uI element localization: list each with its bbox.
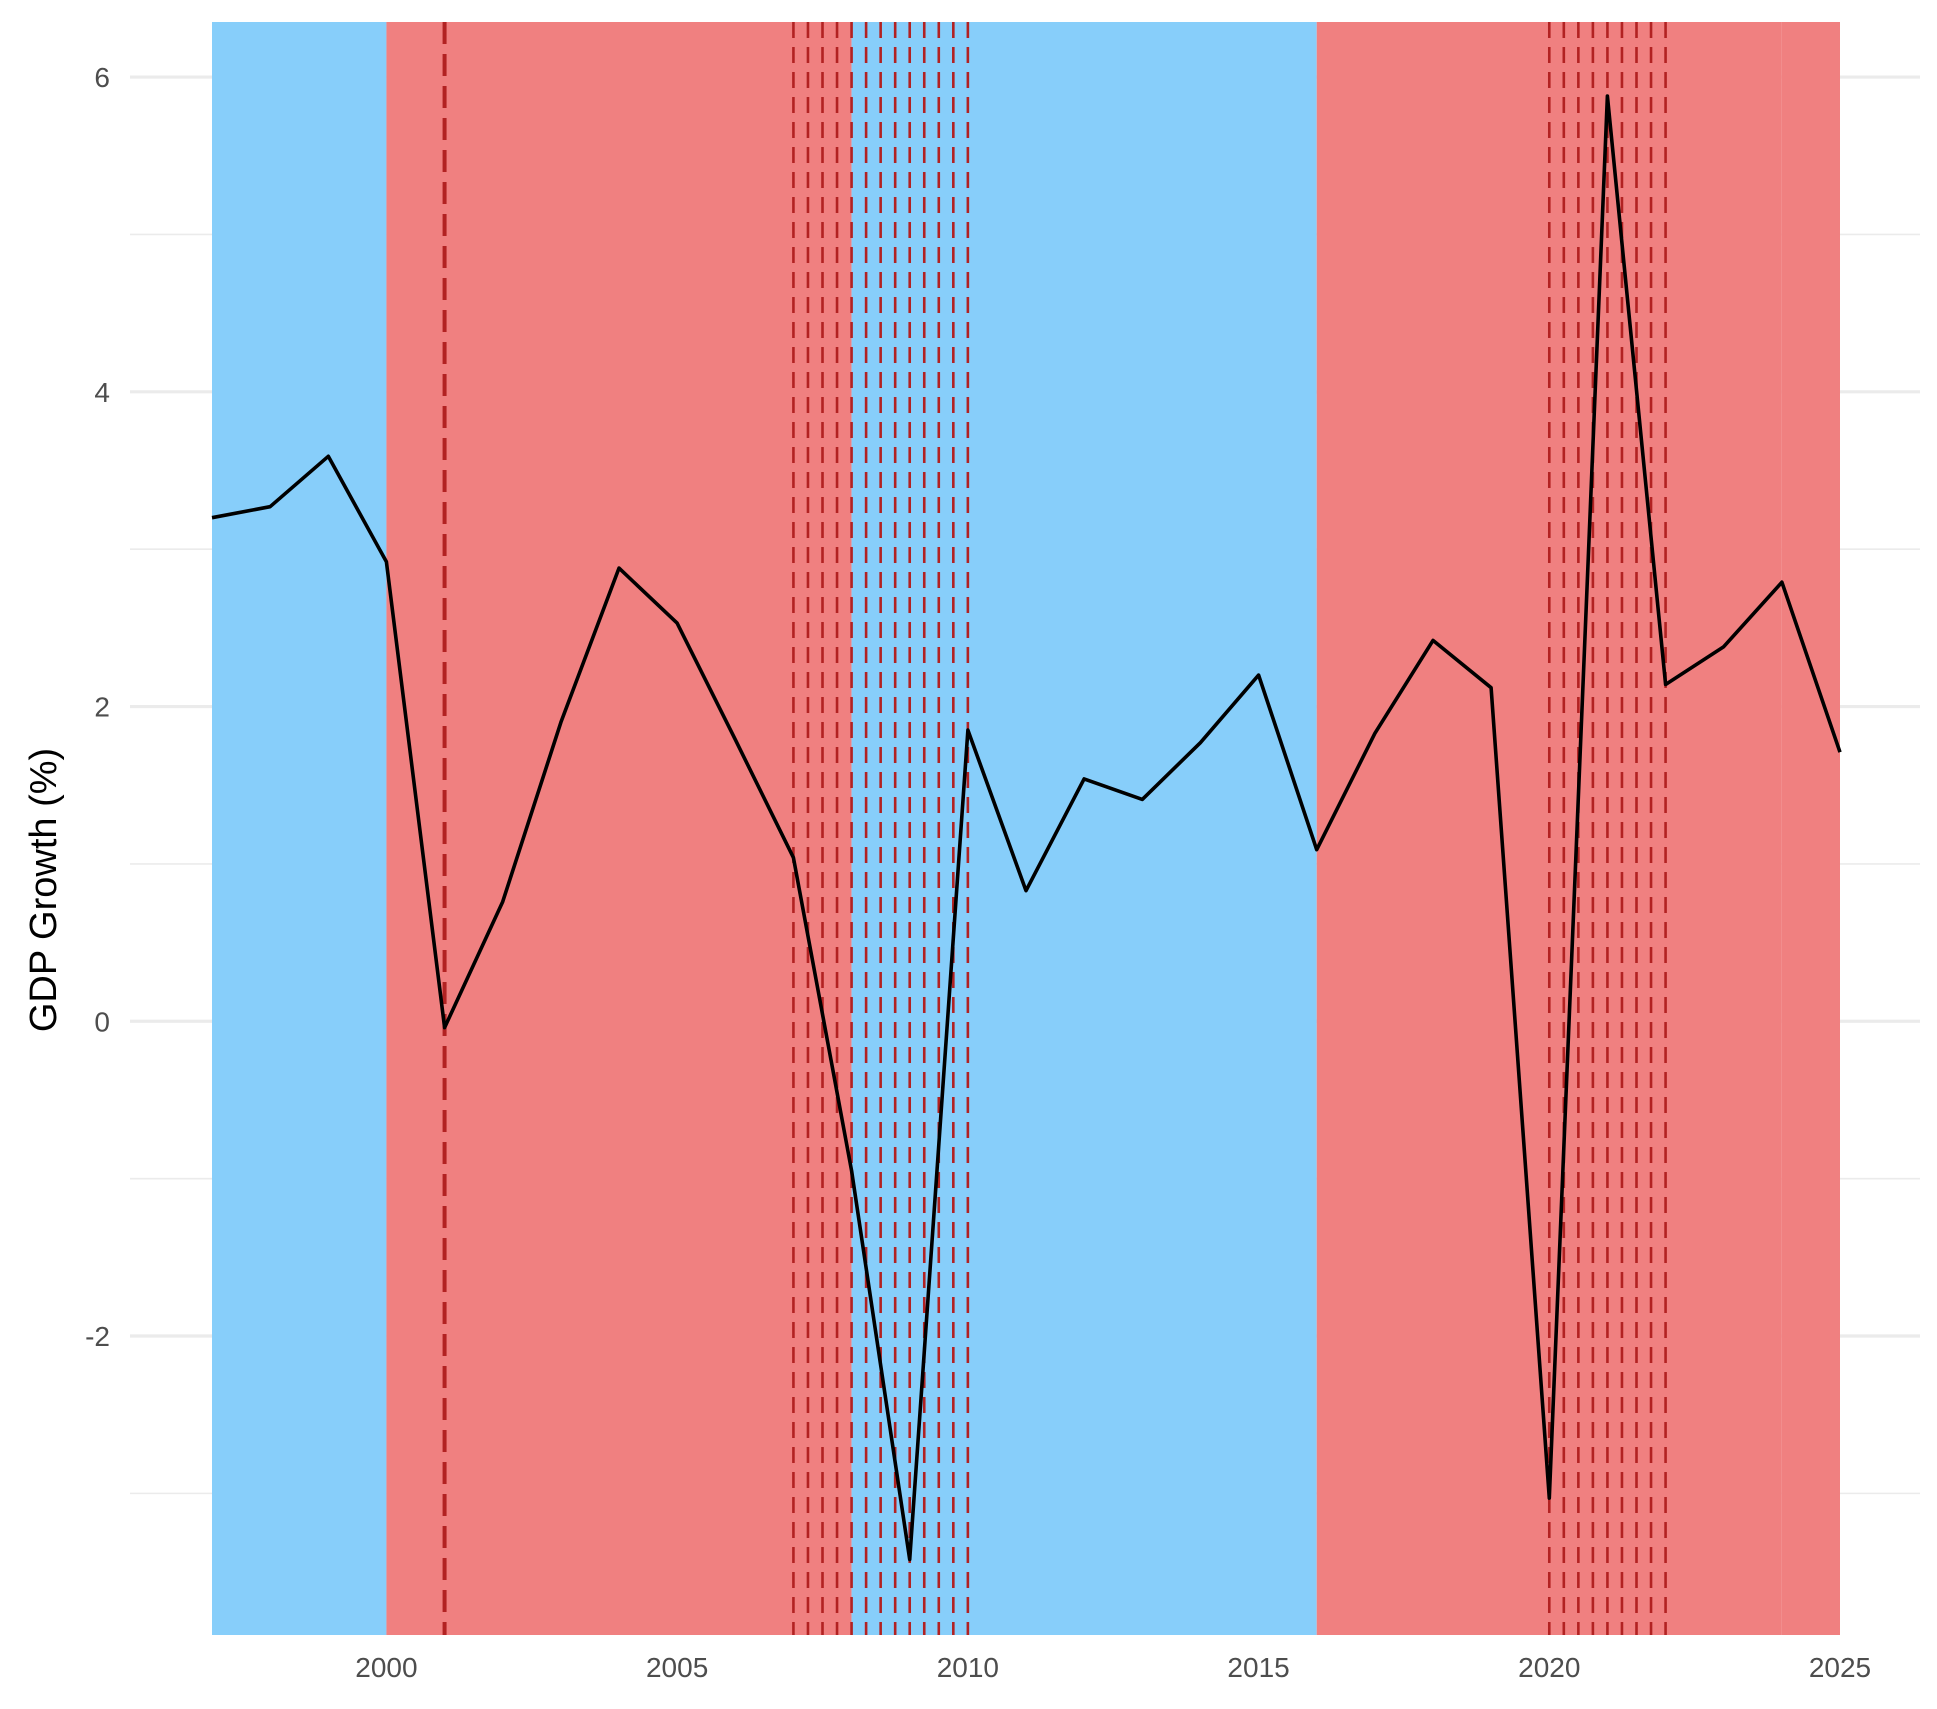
y-tick-label: 4 — [94, 377, 110, 408]
shaded-period-band — [386, 22, 851, 1635]
y-tick-label: 2 — [94, 692, 110, 723]
x-axis-tick-labels: 2000 2005 2010 2015 2020 2025 — [355, 1652, 1871, 1683]
y-tick-label: -2 — [85, 1321, 110, 1352]
x-tick-label: 2015 — [1227, 1652, 1289, 1683]
x-tick-label: 2005 — [646, 1652, 708, 1683]
x-tick-label: 2020 — [1518, 1652, 1580, 1683]
x-tick-label: 2000 — [355, 1652, 417, 1683]
shaded-period-band — [212, 22, 386, 1635]
shaded-period-band — [1782, 22, 1840, 1635]
x-tick-label: 2025 — [1809, 1652, 1871, 1683]
x-tick-label: 2010 — [937, 1652, 999, 1683]
y-tick-label: 6 — [94, 62, 110, 93]
y-tick-label: 0 — [94, 1006, 110, 1037]
y-axis-tick-labels: -2 0 2 4 6 — [85, 62, 110, 1352]
shaded-periods — [212, 22, 1840, 1635]
y-axis-title: GDP Growth (%) — [23, 748, 65, 1032]
